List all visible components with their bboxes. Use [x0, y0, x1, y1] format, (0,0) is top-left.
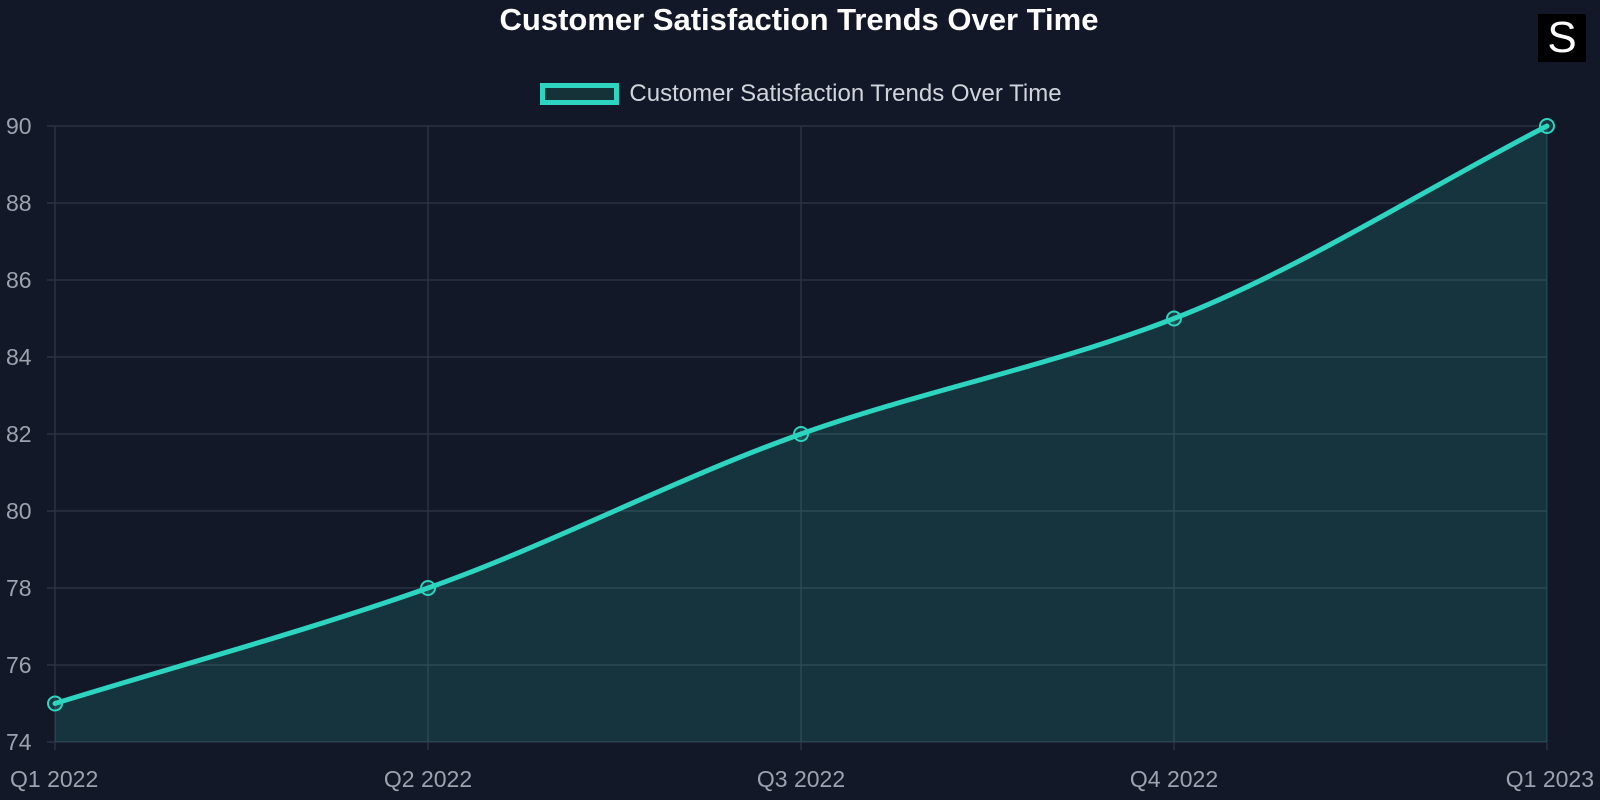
x-axis-ticks: Q1 2022 Q2 2022 Q3 2022 Q4 2022 Q1 2023	[10, 766, 1594, 792]
legend-swatch-icon	[540, 83, 620, 105]
data-points[interactable]	[47, 118, 1555, 712]
y-tick-label: 80	[6, 498, 32, 524]
brand-logo: S	[1538, 14, 1586, 62]
x-tick-label: Q3 2022	[757, 766, 845, 792]
y-tick-label: 88	[6, 190, 32, 216]
y-tick-label: 78	[6, 575, 32, 601]
y-axis-ticks: 74 76 78 80 82 84 86 88 90	[6, 113, 32, 755]
x-tick-label: Q1 2022	[10, 766, 98, 792]
data-point[interactable]	[47, 695, 63, 712]
x-tick-label: Q2 2022	[384, 766, 472, 792]
chart-title: Customer Satisfaction Trends Over Time	[499, 2, 1099, 37]
y-tick-label: 82	[6, 421, 32, 447]
legend-item[interactable]: Customer Satisfaction Trends Over Time	[540, 78, 1062, 110]
y-tick-label: 90	[6, 113, 32, 139]
y-tick-label: 74	[6, 729, 32, 755]
series-line-group	[52, 123, 1550, 706]
legend: Customer Satisfaction Trends Over Time	[0, 78, 1600, 110]
y-tick-label: 86	[6, 267, 32, 293]
x-tick-label: Q1 2023	[1506, 766, 1594, 792]
data-point[interactable]	[1539, 118, 1555, 134]
x-tick-label: Q4 2022	[1130, 766, 1218, 792]
y-tick-label: 84	[6, 344, 32, 370]
data-point[interactable]	[793, 426, 809, 442]
y-tick-label: 76	[6, 652, 32, 678]
legend-label: Customer Satisfaction Trends Over Time	[629, 80, 1062, 107]
data-point[interactable]	[1166, 310, 1182, 327]
data-point[interactable]	[420, 580, 436, 596]
series-line	[52, 123, 1550, 706]
